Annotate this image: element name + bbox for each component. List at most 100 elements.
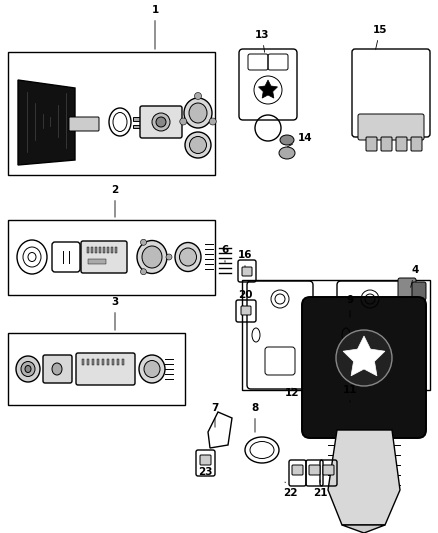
Bar xyxy=(156,112,159,120)
Text: 21: 21 xyxy=(313,480,327,498)
Text: 14: 14 xyxy=(287,133,312,147)
Bar xyxy=(87,118,89,122)
FancyBboxPatch shape xyxy=(302,297,426,438)
Text: 23: 23 xyxy=(198,462,212,477)
Ellipse shape xyxy=(180,248,197,266)
Bar xyxy=(107,359,109,365)
Bar xyxy=(111,247,113,253)
Bar xyxy=(8,220,215,295)
Ellipse shape xyxy=(189,103,207,123)
Ellipse shape xyxy=(16,356,40,382)
Ellipse shape xyxy=(141,269,146,274)
Polygon shape xyxy=(18,80,75,165)
Bar xyxy=(83,118,85,122)
Text: 2: 2 xyxy=(111,185,119,217)
Ellipse shape xyxy=(156,117,166,127)
FancyBboxPatch shape xyxy=(411,137,422,151)
FancyBboxPatch shape xyxy=(69,117,99,131)
Ellipse shape xyxy=(185,132,211,158)
Bar xyxy=(112,359,114,365)
FancyBboxPatch shape xyxy=(200,455,211,465)
FancyBboxPatch shape xyxy=(242,267,252,276)
FancyBboxPatch shape xyxy=(381,137,392,151)
Ellipse shape xyxy=(137,240,167,273)
Bar xyxy=(92,359,94,365)
Bar xyxy=(115,247,117,253)
Bar xyxy=(87,247,89,253)
Bar xyxy=(161,112,164,120)
Polygon shape xyxy=(328,430,400,525)
Text: 22: 22 xyxy=(283,482,297,498)
Text: 9: 9 xyxy=(346,295,353,317)
Ellipse shape xyxy=(52,363,62,375)
Bar xyxy=(107,247,109,253)
Text: 3: 3 xyxy=(111,297,119,330)
Ellipse shape xyxy=(139,355,165,383)
Bar xyxy=(99,247,101,253)
Ellipse shape xyxy=(194,93,201,100)
Bar xyxy=(91,118,93,122)
FancyBboxPatch shape xyxy=(323,465,334,475)
Text: 15: 15 xyxy=(373,25,387,49)
Text: 20: 20 xyxy=(238,290,252,307)
Bar xyxy=(166,112,169,120)
Bar xyxy=(242,280,430,390)
Bar xyxy=(117,359,119,365)
FancyBboxPatch shape xyxy=(140,106,182,138)
Bar xyxy=(103,247,105,253)
Bar xyxy=(8,333,185,405)
FancyBboxPatch shape xyxy=(81,241,127,273)
Text: 13: 13 xyxy=(255,30,269,52)
Ellipse shape xyxy=(209,118,216,125)
Ellipse shape xyxy=(175,243,201,271)
Text: 12: 12 xyxy=(285,388,299,398)
FancyBboxPatch shape xyxy=(398,278,416,302)
Polygon shape xyxy=(343,336,385,376)
Polygon shape xyxy=(342,525,385,533)
FancyBboxPatch shape xyxy=(412,282,426,300)
Bar xyxy=(146,112,149,120)
FancyBboxPatch shape xyxy=(43,355,72,383)
FancyBboxPatch shape xyxy=(76,353,135,385)
FancyBboxPatch shape xyxy=(309,465,320,475)
Bar xyxy=(82,359,84,365)
Ellipse shape xyxy=(184,98,212,128)
FancyBboxPatch shape xyxy=(241,306,251,315)
Polygon shape xyxy=(258,80,278,98)
Text: 7: 7 xyxy=(211,403,219,427)
Ellipse shape xyxy=(190,136,206,154)
Bar xyxy=(97,359,99,365)
Ellipse shape xyxy=(152,113,170,131)
Bar xyxy=(87,359,89,365)
FancyBboxPatch shape xyxy=(292,465,303,475)
Bar xyxy=(122,359,124,365)
Ellipse shape xyxy=(166,254,172,260)
Bar xyxy=(171,112,174,120)
Ellipse shape xyxy=(142,246,162,268)
FancyBboxPatch shape xyxy=(396,137,407,151)
Text: 1: 1 xyxy=(152,5,159,49)
Text: 6: 6 xyxy=(221,245,229,262)
Ellipse shape xyxy=(25,366,31,373)
Bar xyxy=(95,247,97,253)
FancyBboxPatch shape xyxy=(358,114,424,140)
Ellipse shape xyxy=(180,118,187,125)
Ellipse shape xyxy=(279,147,295,159)
Bar xyxy=(79,118,81,122)
Ellipse shape xyxy=(144,360,160,377)
Ellipse shape xyxy=(280,135,294,145)
FancyBboxPatch shape xyxy=(366,137,377,151)
Ellipse shape xyxy=(21,361,35,376)
Bar xyxy=(133,117,141,121)
Ellipse shape xyxy=(141,239,146,245)
Bar xyxy=(8,52,215,175)
Text: 8: 8 xyxy=(251,403,258,432)
Bar xyxy=(133,125,141,128)
Text: 11: 11 xyxy=(343,385,357,402)
Text: 4: 4 xyxy=(411,265,419,287)
Bar xyxy=(102,359,104,365)
Text: 16: 16 xyxy=(238,250,252,267)
Circle shape xyxy=(336,330,392,386)
Bar xyxy=(75,118,77,122)
Bar xyxy=(88,259,106,264)
